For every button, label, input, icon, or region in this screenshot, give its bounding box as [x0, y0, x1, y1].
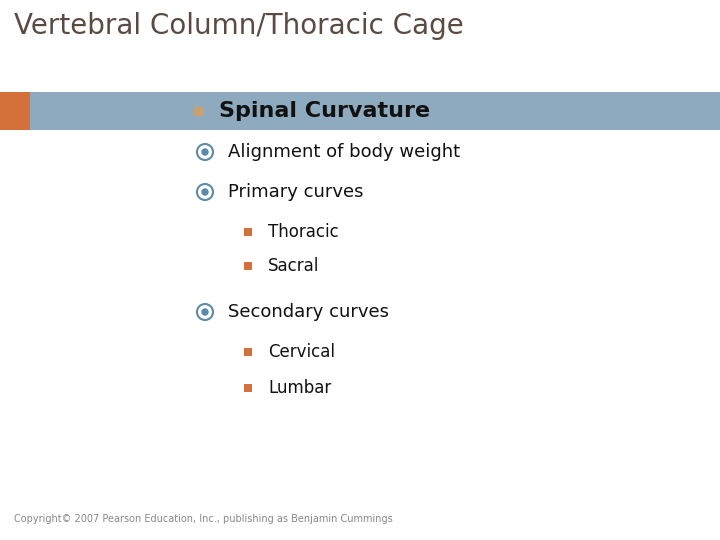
- Bar: [0, 92, 720, 130]
- Bar: [244, 228, 252, 236]
- Bar: [244, 262, 252, 270]
- Text: Secondary curves: Secondary curves: [228, 303, 389, 321]
- Circle shape: [202, 149, 208, 155]
- Bar: [244, 384, 252, 392]
- Text: Primary curves: Primary curves: [228, 183, 364, 201]
- Bar: [0, 92, 30, 130]
- Text: Thoracic: Thoracic: [268, 223, 338, 241]
- Circle shape: [202, 309, 208, 315]
- Text: Vertebral Column/Thoracic Cage: Vertebral Column/Thoracic Cage: [14, 12, 464, 40]
- Text: Spinal Curvature: Spinal Curvature: [219, 101, 430, 121]
- Text: Alignment of body weight: Alignment of body weight: [228, 143, 460, 161]
- Text: Copyright© 2007 Pearson Education, Inc., publishing as Benjamin Cummings: Copyright© 2007 Pearson Education, Inc.,…: [14, 514, 392, 524]
- Text: Cervical: Cervical: [268, 343, 335, 361]
- Text: Lumbar: Lumbar: [268, 379, 331, 397]
- Bar: [244, 348, 252, 356]
- Circle shape: [202, 189, 208, 195]
- Text: Sacral: Sacral: [268, 257, 320, 275]
- Bar: [194, 106, 202, 116]
